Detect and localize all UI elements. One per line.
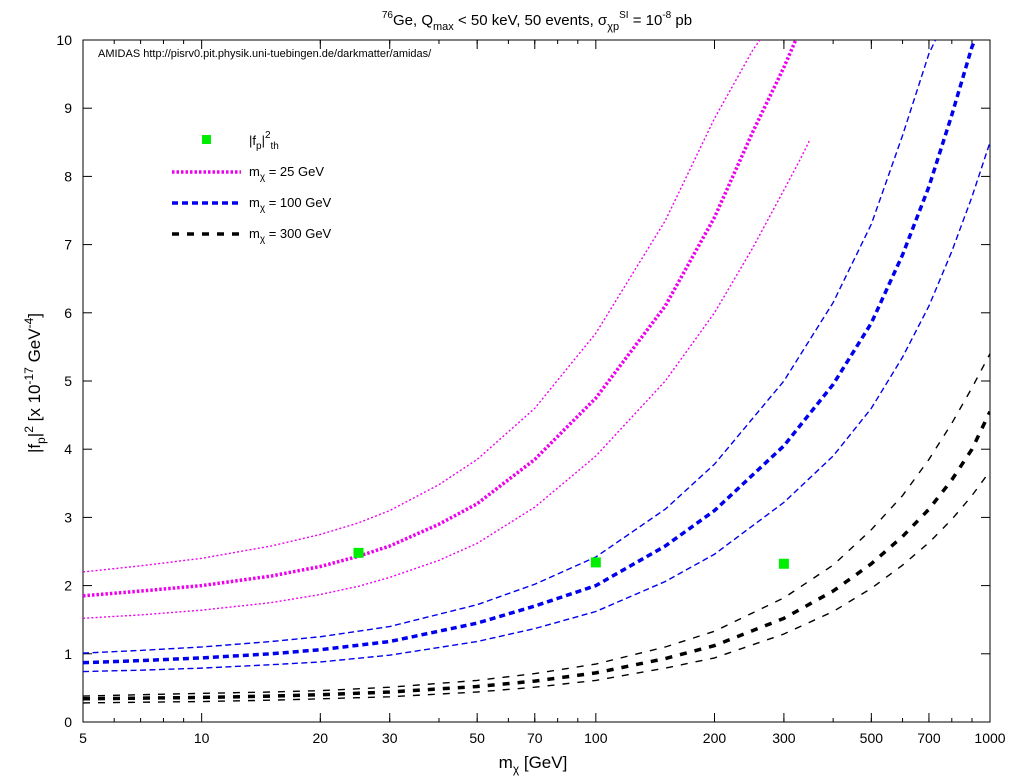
x-tick-label: 300 <box>772 730 796 746</box>
legend-label-100gev: mχ = 100 GeV <box>249 195 332 214</box>
legend-label-25gev: mχ = 25 GeV <box>249 164 324 183</box>
x-tick-label: 200 <box>703 730 727 746</box>
y-tick-label: 9 <box>64 100 72 116</box>
y-tick-label: 0 <box>64 714 72 730</box>
legend-label-300gev: mχ = 300 GeV <box>249 226 332 245</box>
series-1-center-line <box>83 40 977 665</box>
y-tick-label: 7 <box>64 237 72 253</box>
legend: |fp|2th mχ = 25 GeV mχ = 100 GeV mχ = 30… <box>172 130 332 245</box>
x-tick-label: 30 <box>382 730 398 746</box>
series-2-lower-line <box>83 470 990 704</box>
y-tick-label: 10 <box>56 32 72 48</box>
x-tick-label: 10 <box>194 730 210 746</box>
y-tick-label: 2 <box>64 578 72 594</box>
y-axis-title: |fp|2 [x 10-17 GeV-4] <box>22 313 48 453</box>
x-axis: 5 10 20 30 50 70 100 200 300 500 700 1000 <box>79 40 1006 746</box>
series-layer <box>83 40 990 704</box>
series-1-upper-line <box>83 40 937 654</box>
points-layer <box>353 547 789 569</box>
fp-th-point <box>353 547 364 558</box>
chart-title: 76Ge, Qmax < 50 keV, 50 events, σχpSI = … <box>382 10 692 33</box>
series-2-center-line <box>83 410 990 701</box>
x-tick-label: 5 <box>79 730 87 746</box>
x-tick-label: 700 <box>917 730 941 746</box>
legend-label-fp-th: |fp|2th <box>249 130 279 152</box>
y-tick-label: 1 <box>64 646 72 662</box>
y-tick-label: 5 <box>64 373 72 389</box>
series-0-center-line <box>83 40 798 598</box>
series-2-upper-line <box>83 353 990 697</box>
x-tick-label: 500 <box>860 730 884 746</box>
legend-marker-fp-th <box>202 135 211 144</box>
plot-frame <box>82 39 991 723</box>
fp-th-point <box>590 557 601 568</box>
y-tick-label: 6 <box>64 305 72 321</box>
series-0-upper-line <box>83 40 761 573</box>
series-0-lower-line <box>83 138 811 620</box>
x-tick-label: 1000 <box>974 730 1005 746</box>
y-tick-label: 4 <box>64 441 72 457</box>
y-axis: 0 1 2 3 4 5 6 7 8 9 10 <box>56 32 990 730</box>
amidas-note: AMIDAS http://pisrv0.pit.physik.uni-tueb… <box>98 48 432 60</box>
fp-th-point <box>778 558 789 569</box>
x-tick-label: 20 <box>313 730 329 746</box>
y-tick-label: 8 <box>64 168 72 184</box>
y-tick-label: 3 <box>64 509 72 525</box>
x-tick-label: 50 <box>469 730 485 746</box>
x-tick-label: 70 <box>527 730 543 746</box>
x-axis-title: mχ [GeV] <box>499 753 568 776</box>
x-tick-label: 100 <box>584 730 608 746</box>
series-1-lower-line <box>83 142 990 673</box>
